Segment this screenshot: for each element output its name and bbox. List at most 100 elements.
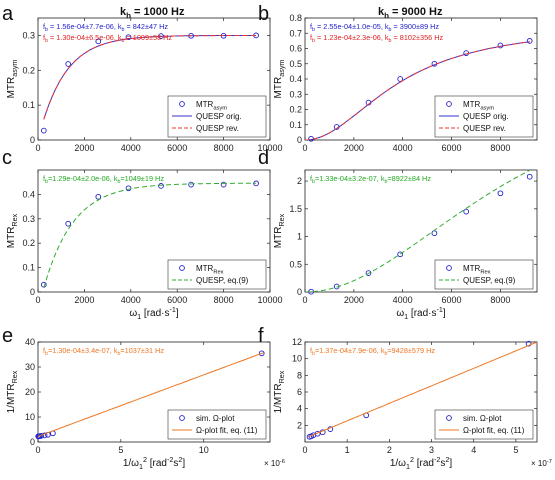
- y-tick-label: 10: [25, 412, 35, 422]
- chart-panel-c: c 0 2000 4000 6000 8000 10000 0 0.1 0.2 0.3 0.4 MTRR…: [2, 147, 283, 321]
- x-tick-label: 0: [35, 143, 40, 153]
- x-tick-label: 6000: [442, 295, 462, 305]
- y-tick-label: 0.2: [22, 238, 35, 248]
- chart-panel-d: d 0 2000 4000 6000 8000 0 0.5 1 1.5 2 MTRRex ω1 [rad…: [258, 147, 538, 321]
- x-tick-label: 10: [199, 445, 209, 455]
- legend-box: [434, 259, 534, 290]
- data-point-marker: [397, 251, 404, 258]
- y-tick-label: 0.3: [22, 214, 35, 224]
- data-point-marker: [497, 190, 504, 197]
- y-axis-label: MTRRex: [273, 213, 286, 248]
- y-tick-label: 0.2: [289, 105, 302, 115]
- y-tick-label: 0.1: [22, 263, 35, 273]
- x-axis-label: ω1 [rad·s-1]: [396, 305, 446, 321]
- series-line-2: [305, 41, 530, 140]
- fit-annotation: fb = 1.23e-04±2.3e-06, kb = 8102±356 Hz: [310, 33, 443, 44]
- y-tick-label: 0.7: [289, 28, 302, 38]
- y-tick-label: 30: [25, 362, 35, 372]
- header-label-hdr-a: kb = 1000 Hz: [120, 6, 185, 20]
- legend-marker: [179, 101, 185, 107]
- legend-marker: [446, 101, 452, 107]
- data-point-marker: [65, 61, 72, 67]
- fit-annotation: fb=1.37e-04±7.9e-06, kb=9428±579 Hz: [310, 346, 435, 357]
- x-tick-label: 8000: [214, 143, 234, 153]
- legend-label: Ω-plot fit, eq. (11): [196, 426, 258, 435]
- x-tick-label: 6000: [167, 295, 187, 305]
- data-point-marker: [365, 270, 372, 276]
- x-axis-label: ω1 [rad·s-1]: [129, 305, 179, 321]
- panel-letter: f: [258, 325, 264, 347]
- y-tick-label: 0: [30, 135, 35, 145]
- y-tick-label: 0.4: [22, 189, 35, 199]
- x-tick-label: 1: [345, 445, 350, 455]
- y-tick-label: 6: [297, 387, 302, 397]
- fit-annotation: fb = 1.30e-04±6.5e-06, kb = 1009±58 Hz: [43, 33, 172, 44]
- y-tick-label: 0.6: [289, 44, 302, 54]
- x-tick-label: 5: [118, 445, 123, 455]
- y-tick-label: 0.3: [22, 30, 35, 40]
- panel-letter: e: [2, 325, 13, 347]
- x-tick-label: 4000: [393, 143, 413, 153]
- legend-label: QUESP, eq.(9): [196, 276, 249, 285]
- y-axis-label: MTRRex: [6, 213, 19, 248]
- legend-marker: [179, 265, 185, 271]
- y-tick-label: 10: [292, 354, 302, 364]
- y-tick-label: 0.4: [289, 74, 302, 84]
- panel-letter: b: [258, 3, 269, 25]
- y-tick-label: 1.5: [289, 204, 302, 214]
- x-axis-label: 1/ω12 [rad-2s2]: [123, 455, 186, 471]
- data-point-marker: [525, 340, 532, 347]
- legend-label: MTRasym: [196, 100, 227, 111]
- y-tick-label: 8: [297, 370, 302, 380]
- legend-label: MTRRex: [463, 264, 491, 275]
- x-tick-label: 2000: [344, 143, 364, 153]
- data-point-marker: [253, 180, 259, 187]
- y-tick-label: 0.5: [289, 59, 302, 69]
- chart-panel-e: e 0 5 10 0 10 20 30 40 1/MTRRex 1/ω12 [rad-2s2] × 1…: [2, 325, 285, 471]
- x-axis-multiplier: × 10-6: [264, 459, 285, 468]
- y-tick-label: 1: [297, 232, 302, 242]
- panel-letter: d: [258, 147, 269, 169]
- y-tick-label: 2: [297, 420, 302, 430]
- legend-label: MTRasym: [463, 100, 494, 111]
- y-axis-label: MTRasym: [6, 60, 19, 99]
- fit-annotation: fb=1.33e-04±3.2e-07, kb=8922±84 Hz: [310, 174, 431, 185]
- series-line-1: [38, 352, 264, 437]
- y-tick-label: 0.2: [22, 65, 35, 75]
- panel-letter: a: [2, 3, 14, 25]
- y-tick-label: 0: [30, 287, 35, 297]
- x-tick-label: 6000: [442, 143, 462, 153]
- legend-label: MTRRex: [196, 264, 224, 275]
- fit-annotation: fb = 2.55e-04±1.0e-05, kb = 3900±89 Hz: [310, 22, 439, 33]
- y-tick-label: 12: [292, 337, 302, 347]
- data-point-marker: [40, 127, 47, 134]
- legend-label: QUESP, eq.(9): [463, 276, 516, 285]
- x-tick-label: 4000: [121, 143, 141, 153]
- legend-box: [167, 259, 267, 290]
- data-point-marker: [397, 76, 404, 82]
- data-point-marker: [65, 220, 72, 227]
- y-tick-label: 20: [25, 387, 35, 397]
- legend-label: QUESP orig.: [463, 112, 509, 121]
- y-tick-label: 0.1: [289, 120, 302, 130]
- y-tick-label: 0.5: [289, 259, 302, 269]
- y-tick-label: 2: [297, 176, 302, 186]
- series-line-1: [305, 170, 532, 292]
- x-tick-label: 0: [302, 295, 307, 305]
- x-tick-label: 8000: [214, 295, 234, 305]
- data-point-marker: [526, 38, 533, 44]
- x-tick-label: 2000: [74, 143, 94, 153]
- x-tick-label: 4000: [121, 295, 141, 305]
- x-tick-label: 10000: [257, 143, 282, 153]
- x-tick-label: 2000: [344, 295, 364, 305]
- x-tick-label: 2000: [74, 295, 94, 305]
- x-tick-label: 2: [387, 445, 392, 455]
- y-axis-label: 1/MTRRex: [273, 370, 286, 413]
- x-tick-label: 4000: [393, 295, 413, 305]
- data-point-marker: [41, 432, 48, 439]
- series-line-1: [43, 182, 257, 288]
- x-tick-label: 5: [513, 445, 518, 455]
- x-tick-label: 0: [35, 445, 40, 455]
